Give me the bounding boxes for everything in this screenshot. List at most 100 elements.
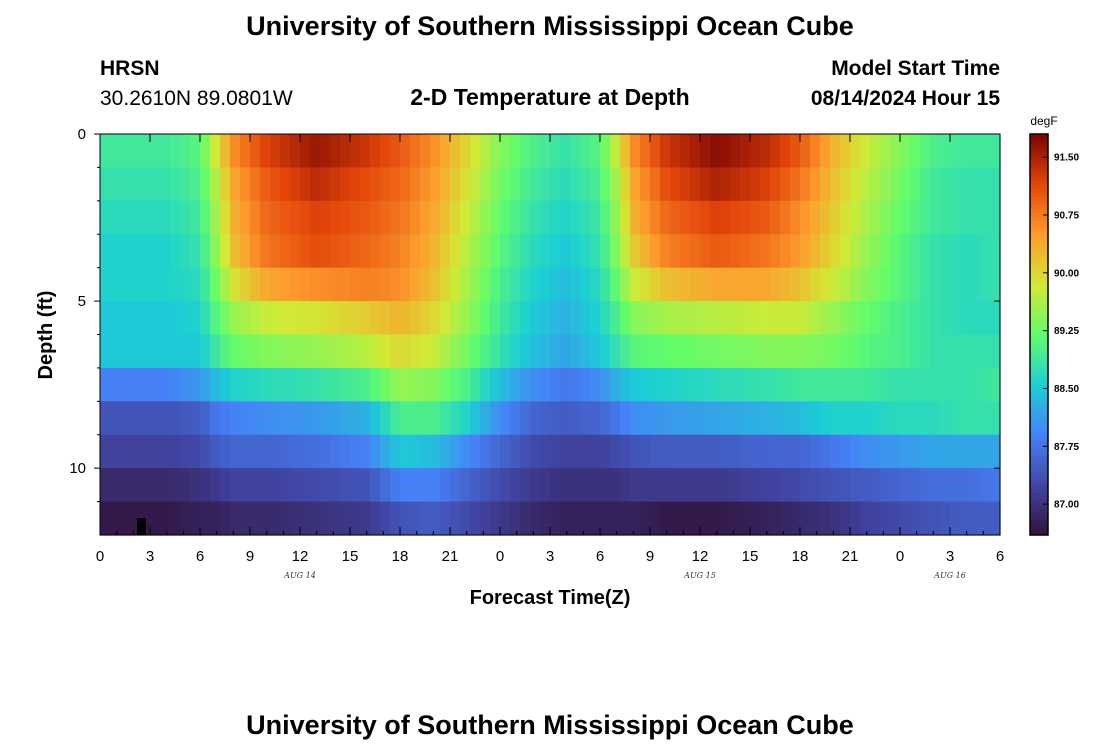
colorbar-segment bbox=[1030, 521, 1048, 526]
heatmap-cell bbox=[540, 267, 551, 302]
heatmap-cell bbox=[870, 200, 881, 235]
heatmap-cell bbox=[630, 267, 641, 302]
heatmap-cell bbox=[390, 367, 401, 402]
heatmap-cell bbox=[420, 501, 431, 536]
heatmap-cell bbox=[630, 134, 641, 169]
heatmap-cell bbox=[490, 234, 501, 269]
heatmap-cell bbox=[940, 434, 951, 469]
heatmap-cell bbox=[290, 468, 301, 503]
heatmap-cell bbox=[820, 367, 831, 402]
heatmap-cell bbox=[840, 334, 851, 369]
heatmap-cell bbox=[520, 434, 531, 469]
heatmap-cell bbox=[130, 234, 141, 269]
heatmap-cell bbox=[810, 234, 821, 269]
heatmap-cell bbox=[490, 301, 501, 336]
heatmap-cell bbox=[270, 167, 281, 202]
heatmap-cell bbox=[560, 434, 571, 469]
heatmap-cell bbox=[930, 468, 941, 503]
heatmap-cell bbox=[500, 167, 511, 202]
heatmap-cell bbox=[630, 334, 641, 369]
heatmap-cell bbox=[690, 334, 701, 369]
heatmap-cell bbox=[970, 200, 981, 235]
heatmap-cell bbox=[640, 501, 651, 536]
heatmap-cell bbox=[820, 167, 831, 202]
heatmap-cell bbox=[950, 134, 961, 169]
heatmap-cell bbox=[640, 234, 651, 269]
heatmap-cell bbox=[910, 267, 921, 302]
heatmap-cell bbox=[490, 501, 501, 536]
heatmap-cell bbox=[320, 468, 331, 503]
heatmap-cell bbox=[120, 367, 131, 402]
heatmap-cell bbox=[560, 234, 571, 269]
heatmap-cell bbox=[580, 401, 591, 436]
heatmap-cell bbox=[190, 501, 201, 536]
heatmap-cell bbox=[680, 301, 691, 336]
heatmap-cell bbox=[660, 367, 671, 402]
heatmap-cell bbox=[260, 134, 271, 169]
colorbar-segment bbox=[1030, 254, 1048, 259]
heatmap-cell bbox=[620, 267, 631, 302]
heatmap-cell bbox=[860, 267, 871, 302]
heatmap-cell bbox=[700, 234, 711, 269]
colorbar-segment bbox=[1030, 491, 1048, 496]
heatmap-cell bbox=[860, 434, 871, 469]
heatmap-cell bbox=[740, 334, 751, 369]
colorbar-segment bbox=[1030, 227, 1048, 232]
heatmap-cell bbox=[390, 167, 401, 202]
heatmap-cell bbox=[500, 134, 511, 169]
heatmap-cell bbox=[480, 334, 491, 369]
heatmap-cell bbox=[100, 134, 111, 169]
colorbar-segment bbox=[1030, 448, 1048, 452]
heatmap-cell bbox=[960, 234, 971, 269]
heatmap-cell bbox=[810, 401, 821, 436]
heatmap-cell bbox=[410, 267, 421, 302]
heatmap-cell bbox=[900, 468, 911, 503]
heatmap-cell bbox=[650, 468, 661, 503]
heatmap-cell bbox=[570, 367, 581, 402]
heatmap-cell bbox=[150, 267, 161, 302]
heatmap-cell bbox=[960, 267, 971, 302]
heatmap-cell bbox=[820, 134, 831, 169]
heatmap-cell bbox=[110, 200, 121, 235]
heatmap-cell bbox=[120, 434, 131, 469]
heatmap-cell bbox=[540, 301, 551, 336]
heatmap-cell bbox=[530, 167, 541, 202]
colorbar-segment bbox=[1030, 160, 1048, 165]
heatmap-cell bbox=[600, 267, 611, 302]
heatmap-cell bbox=[860, 200, 871, 235]
heatmap-cell bbox=[910, 200, 921, 235]
x-tick-label: 3 bbox=[146, 548, 154, 565]
heatmap-cell bbox=[760, 267, 771, 302]
heatmap-cell bbox=[590, 200, 601, 235]
x-tick-label: 18 bbox=[392, 548, 409, 565]
heatmap-cell bbox=[440, 267, 451, 302]
heatmap-cell bbox=[540, 167, 551, 202]
heatmap-cell bbox=[920, 367, 931, 402]
heatmap-cell bbox=[710, 234, 721, 269]
heatmap-cell bbox=[190, 434, 201, 469]
colorbar-segment bbox=[1030, 474, 1048, 479]
colorbar-segment bbox=[1030, 204, 1048, 209]
heatmap-cell bbox=[940, 267, 951, 302]
heatmap-cell bbox=[840, 267, 851, 302]
heatmap-cell bbox=[370, 334, 381, 369]
heatmap-cell bbox=[810, 468, 821, 503]
heatmap-cell bbox=[590, 434, 601, 469]
heatmap-cell bbox=[470, 267, 481, 302]
heatmap-cell bbox=[130, 334, 141, 369]
colorbar-segment bbox=[1030, 174, 1048, 178]
heatmap-cell bbox=[540, 234, 551, 269]
heatmap-cell bbox=[170, 367, 181, 402]
heatmap-cell bbox=[980, 267, 991, 302]
colorbar-segment bbox=[1030, 421, 1048, 426]
heatmap-cell bbox=[120, 167, 131, 202]
heatmap-cell bbox=[400, 200, 411, 235]
heatmap-cell bbox=[890, 468, 901, 503]
heatmap-cell bbox=[670, 334, 681, 369]
heatmap-cell bbox=[610, 234, 621, 269]
heatmap-cell bbox=[460, 134, 471, 169]
heatmap-cell bbox=[310, 234, 321, 269]
heatmap-cell bbox=[700, 200, 711, 235]
colorbar-segment bbox=[1030, 404, 1048, 409]
heatmap-cell bbox=[360, 234, 371, 269]
